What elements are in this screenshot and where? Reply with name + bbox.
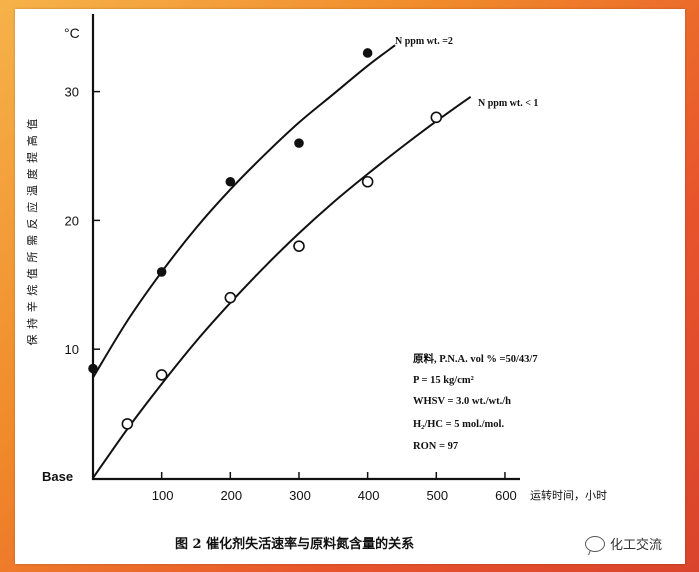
open-data-point [224,291,237,304]
figure-panel [15,9,685,564]
x-tick-label: 500 [426,488,448,503]
y-axis-label-char: 需 [26,235,39,246]
figure-caption: 图 2 催化剂失活速率与原料氮含量的关系 [175,536,414,552]
filled-data-point [225,176,236,187]
y-axis-label-char: 保 [25,335,39,346]
y-axis-label-char: 持 [25,318,39,329]
y-axis-label-char: 辛 [25,301,39,312]
watermark-text: 化工交流 [610,538,663,553]
annotation-line: 原料, P.N.A. vol % =50/43/7 [413,352,538,365]
y-tick-label: 20 [65,213,79,228]
series-curve-1 [92,44,396,379]
y-axis-label-char: 提 [26,152,39,163]
annotation-line: P = 15 kg/cm² [413,375,474,386]
y-axis-label-char: 度 [25,169,39,180]
filled-data-point [88,363,98,374]
y-axis-label-char: 烷 [25,285,39,296]
y-axis-label-char: 值 [26,119,39,130]
y-axis-label-char: 所 [26,252,39,263]
watermark: 化工交流 [585,534,662,553]
wechat-icon [585,535,605,552]
x-axis-label: 运转时间，小时 [530,488,607,502]
x-tick-label: 600 [495,488,517,503]
series-curve-2 [92,95,472,479]
x-tick-label: 400 [358,488,380,503]
annotation-line: RON = 97 [413,441,458,452]
x-tick-label: 300 [289,488,311,503]
annotation-line: H₂/HC = 5 mol./mol. [413,419,504,430]
y-axis-label-char: 反 [26,218,39,229]
open-data-point [121,418,134,430]
y-axis-label-char: 应 [25,202,39,213]
annotation-line: WHSV = 3.0 wt./wt./h [413,396,511,407]
x-tick-label: 200 [220,488,242,503]
open-data-point [293,240,305,252]
open-data-point [155,369,168,381]
series-label-2: N ppm wt. < 1 [478,98,538,109]
y-axis-label-char: 高 [25,135,39,146]
filled-data-point [362,48,373,58]
filled-data-point [156,267,167,277]
open-data-point [361,175,374,188]
y-tick-label: 10 [65,342,79,357]
y-base-label: Base [42,469,73,484]
y-axis-label-char: 值 [26,268,39,279]
open-data-point [430,111,443,124]
filled-data-point [294,138,304,148]
series-label-1: N ppm wt. =2 [395,36,453,47]
y-axis-label-char: 温 [26,185,39,196]
x-tick-label: 100 [152,488,174,503]
y-unit-label: °C [64,25,80,41]
y-tick-label: 30 [65,85,79,100]
